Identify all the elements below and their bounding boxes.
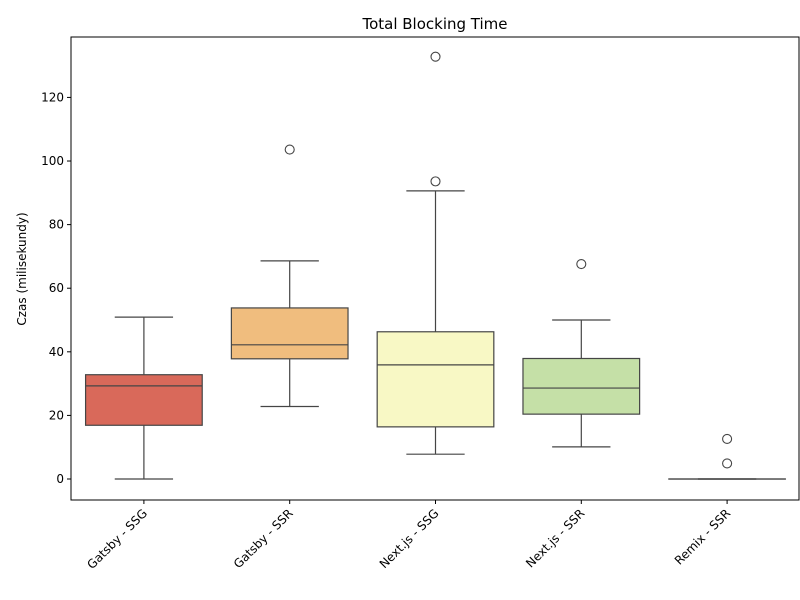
x-tick-label: Gatsby - SSG [84, 506, 150, 572]
y-tick-label: 60 [49, 281, 64, 295]
box-group [230, 144, 349, 408]
y-tick-label: 120 [41, 90, 64, 104]
box-group [84, 316, 203, 480]
y-tick-label: 20 [49, 408, 64, 422]
iqr-box [230, 307, 349, 360]
iqr-box [376, 331, 495, 428]
box-group [522, 258, 641, 448]
y-tick-label: 80 [49, 218, 64, 232]
outlier-point [576, 258, 587, 270]
y-tick-label: 40 [49, 345, 64, 359]
outlier-point [284, 144, 295, 155]
y-tick-label: 0 [56, 472, 64, 486]
x-tick-label: Next.js - SSR [523, 506, 587, 570]
iqr-box [522, 357, 641, 415]
outlier-point [722, 433, 733, 444]
y-tick-label: 100 [41, 154, 64, 168]
x-tick-label: Next.js - SSG [377, 506, 442, 571]
box-group [668, 433, 787, 480]
outlier-point [722, 458, 733, 469]
x-tick-label: Remix - SSR [672, 506, 733, 567]
chart-title: Total Blocking Time [361, 15, 507, 33]
box-group [376, 51, 495, 455]
x-tick-label: Gatsby - SSR [231, 506, 296, 571]
boxes-layer [84, 51, 787, 480]
axes-layer: 0 20 40 60 80 100 120 Gatsby - SSG Gatsby - SSR N… [41, 36, 800, 572]
outlier-point [430, 176, 441, 187]
iqr-box [84, 374, 203, 426]
outlier-point [430, 51, 441, 62]
y-axis-label: Czas (milisekundy) [15, 212, 29, 325]
